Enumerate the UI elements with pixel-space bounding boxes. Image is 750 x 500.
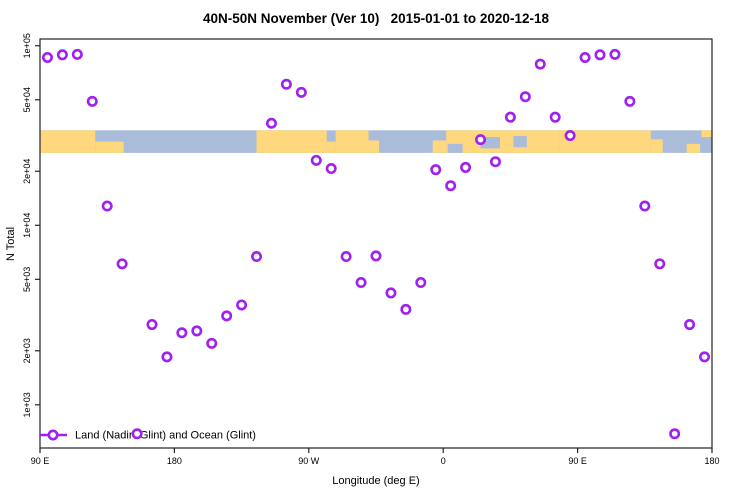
data-point bbox=[385, 287, 397, 299]
data-point bbox=[161, 351, 173, 363]
map-band-land-segment bbox=[432, 140, 447, 153]
data-point bbox=[579, 51, 591, 63]
y-tick-label: 1e+03 bbox=[22, 392, 32, 417]
legend-label: Land (Nadir&Glint) and Ocean (Glint) bbox=[75, 430, 256, 442]
data-point bbox=[669, 428, 681, 440]
map-band-land-segment bbox=[256, 130, 327, 153]
map-band-land-segment bbox=[326, 141, 336, 153]
data-point bbox=[71, 48, 83, 60]
data-point bbox=[101, 200, 113, 212]
data-point bbox=[564, 130, 576, 142]
x-tick-label: 180 bbox=[704, 456, 719, 466]
legend: Land (Nadir&Glint) and Ocean (Glint) bbox=[40, 429, 256, 442]
map-band bbox=[40, 130, 712, 153]
x-tick-label: 0 bbox=[441, 456, 446, 466]
data-point bbox=[86, 95, 98, 107]
data-point bbox=[236, 299, 248, 311]
y-tick-label: 1e+04 bbox=[22, 213, 32, 238]
data-point bbox=[639, 200, 651, 212]
data-point bbox=[295, 86, 307, 98]
data-points bbox=[41, 48, 711, 440]
x-tick-label: 180 bbox=[167, 456, 182, 466]
legend-marker-icon bbox=[47, 429, 59, 441]
data-point bbox=[370, 250, 382, 262]
data-point bbox=[445, 180, 457, 192]
data-point bbox=[430, 164, 442, 176]
data-point bbox=[684, 319, 696, 331]
data-point bbox=[400, 303, 412, 315]
data-point bbox=[355, 277, 367, 289]
data-point bbox=[280, 78, 292, 90]
data-point bbox=[460, 161, 472, 173]
map-band-land-segment bbox=[650, 139, 663, 153]
data-point bbox=[609, 48, 621, 60]
data-point bbox=[56, 49, 68, 61]
x-axis-title: Longitude (deg E) bbox=[332, 475, 419, 487]
map-band-sea-patch bbox=[447, 143, 463, 153]
map-band-sea-patch bbox=[513, 135, 527, 148]
y-tick-label: 5e+03 bbox=[22, 267, 32, 292]
map-band-land-segment bbox=[368, 140, 379, 153]
data-point bbox=[624, 95, 636, 107]
plot-frame bbox=[39, 38, 713, 449]
data-point bbox=[549, 111, 561, 123]
data-point bbox=[504, 111, 516, 123]
map-band-land-segment bbox=[701, 130, 712, 138]
map-band-land-segment bbox=[95, 141, 124, 153]
y-tick-label: 1e+05 bbox=[22, 33, 32, 58]
data-point bbox=[206, 337, 218, 349]
data-point bbox=[176, 327, 188, 339]
data-point bbox=[191, 325, 203, 337]
map-band-sea-patch bbox=[480, 137, 500, 149]
data-point bbox=[265, 117, 277, 129]
map-band-land-segment bbox=[40, 130, 96, 153]
x-tick-label: 90 W bbox=[298, 456, 320, 466]
x-tick-label: 90 E bbox=[568, 456, 587, 466]
y-tick-label: 2e+03 bbox=[22, 338, 32, 363]
data-point bbox=[310, 154, 322, 166]
map-band-land-segment bbox=[335, 130, 369, 153]
axis-ticks: 90 E 180 90 W 0 90 E 180 1e+03 2e+03 5e+03 1e+04 2… bbox=[22, 33, 720, 466]
data-point bbox=[519, 91, 531, 103]
data-point bbox=[534, 58, 546, 70]
data-point bbox=[340, 251, 352, 263]
data-point bbox=[699, 351, 711, 363]
data-point bbox=[221, 310, 233, 322]
data-point bbox=[251, 251, 263, 263]
map-band-land-segment bbox=[446, 130, 560, 153]
y-tick-label: 2e+04 bbox=[22, 159, 32, 184]
data-point bbox=[41, 51, 53, 63]
data-point bbox=[116, 258, 128, 270]
data-point bbox=[594, 49, 606, 61]
data-point bbox=[146, 319, 158, 331]
y-tick-label: 5e+04 bbox=[22, 87, 32, 112]
data-point bbox=[654, 258, 666, 270]
data-point bbox=[489, 156, 501, 168]
plot-box bbox=[39, 38, 713, 449]
x-tick-label: 90 E bbox=[31, 456, 50, 466]
map-band-land-segment bbox=[686, 143, 701, 153]
chart-title: 40N-50N November (Ver 10) 2015-01-01 to … bbox=[203, 11, 549, 26]
data-point bbox=[475, 134, 487, 146]
map-band-land-segment bbox=[559, 130, 651, 153]
data-point bbox=[131, 428, 143, 440]
data-point bbox=[415, 277, 427, 289]
y-axis-title: N Total bbox=[5, 227, 17, 261]
data-point bbox=[325, 163, 337, 175]
